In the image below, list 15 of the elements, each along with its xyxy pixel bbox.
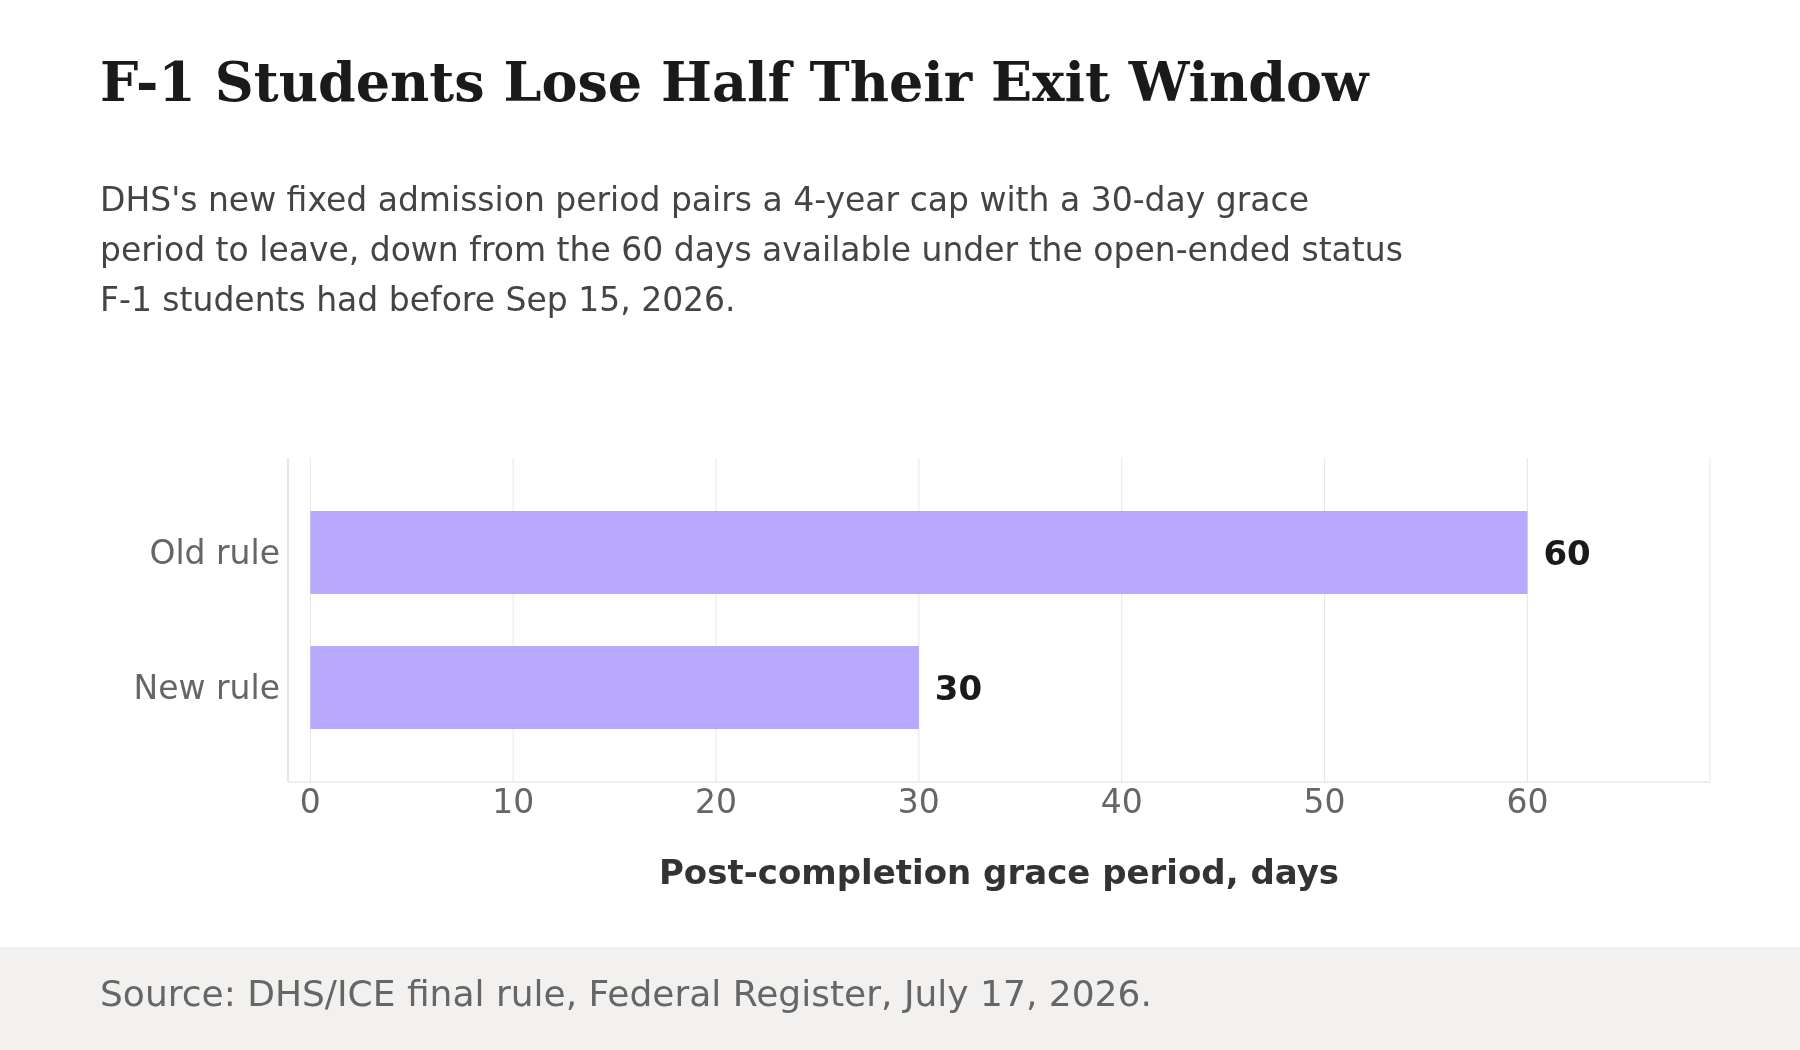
- x-tick-label: 40: [1100, 782, 1143, 822]
- x-tick-label: 30: [897, 782, 940, 822]
- source-note: Source: DHS/ICE final rule, Federal Register, July 17, 2026.: [100, 973, 1152, 1014]
- x-axis-title: Post-completion grace period, days: [658, 852, 1340, 892]
- x-tick-label: 10: [492, 782, 535, 822]
- x-tick-label: 0: [299, 782, 321, 822]
- chart-subtitle: DHS's new fixed admission period pairs a 4-year cap with a 30-day grace period to leave, down from the 60 days available under the open-ended status F-1 students had before Sep 15, 2026.: [100, 179, 1404, 321]
- x-tick-label: 50: [1303, 782, 1346, 822]
- y-tick-label: Old rule: [149, 533, 280, 573]
- x-tick-label: 60: [1506, 782, 1549, 822]
- data-label: 30: [934, 667, 983, 708]
- y-tick-label: New rule: [133, 668, 280, 708]
- x-tick-label: 20: [695, 782, 738, 822]
- data-label: 60: [1543, 532, 1591, 573]
- chart-title: F-1 Students Lose Half Their Exit Window: [100, 50, 1369, 114]
